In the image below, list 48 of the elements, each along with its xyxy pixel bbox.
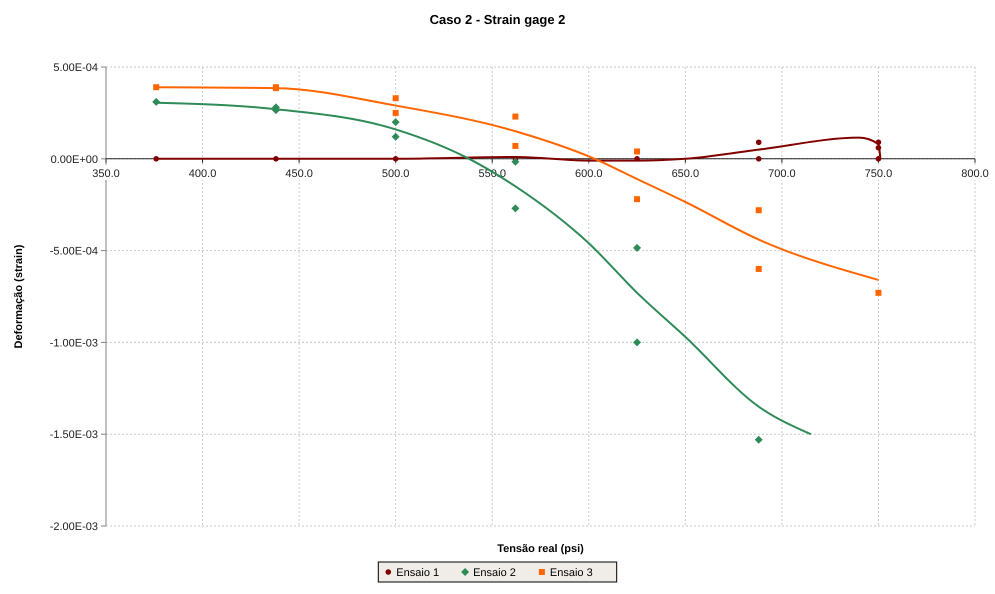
point [392,110,399,116]
point [875,290,882,296]
x-tick-label: 800.0 [961,168,989,180]
point [634,148,640,154]
y-tick-label: -5.00E-04 [50,246,98,258]
point [756,156,762,162]
y-axis-title: Deformação (strain) [13,244,25,348]
point [756,266,762,272]
point [392,156,398,162]
point [152,98,160,106]
point [756,207,762,214]
point [756,139,762,146]
point [512,142,518,149]
x-tick-label: 600.0 [575,168,603,180]
point [754,436,763,444]
point [511,158,520,166]
y-tick-label: -1.50E-03 [50,429,98,442]
x-tick-label: 450.0 [285,168,313,180]
x-tick-label: 750.0 [864,168,892,180]
x-tick-label: 700.0 [768,168,796,180]
point [634,196,640,202]
y-tick-label: -1.00E-03 [50,337,98,350]
legend-label: Ensaio 1 [396,567,440,579]
point [511,204,520,212]
legend-label: Ensaio 2 [473,567,516,579]
x-axis-title: Tensão real (psi) [497,543,584,555]
point [876,144,882,151]
point [273,156,279,162]
point [633,244,642,252]
chart-title: Caso 2 - Strain gage 2 [430,12,566,27]
x-tick-label: 400.0 [188,168,216,180]
y-tick-label: -2.00E-03 [50,521,98,533]
x-tick-label: 500.0 [382,168,410,180]
point [633,338,642,346]
point [392,95,399,102]
x-tick-label: 650.0 [672,168,700,180]
x-tick-label: 350.0 [92,168,120,180]
point [392,118,400,126]
point [153,156,160,162]
y-tick-label: 0.00E+00 [50,154,98,166]
point [392,132,400,141]
point [634,156,640,162]
point [153,84,160,90]
legend-label: Ensaio 3 [550,567,593,579]
point [512,114,518,120]
point [876,156,882,162]
point [876,139,882,146]
y-tick-label: 5.00E-04 [53,62,98,74]
